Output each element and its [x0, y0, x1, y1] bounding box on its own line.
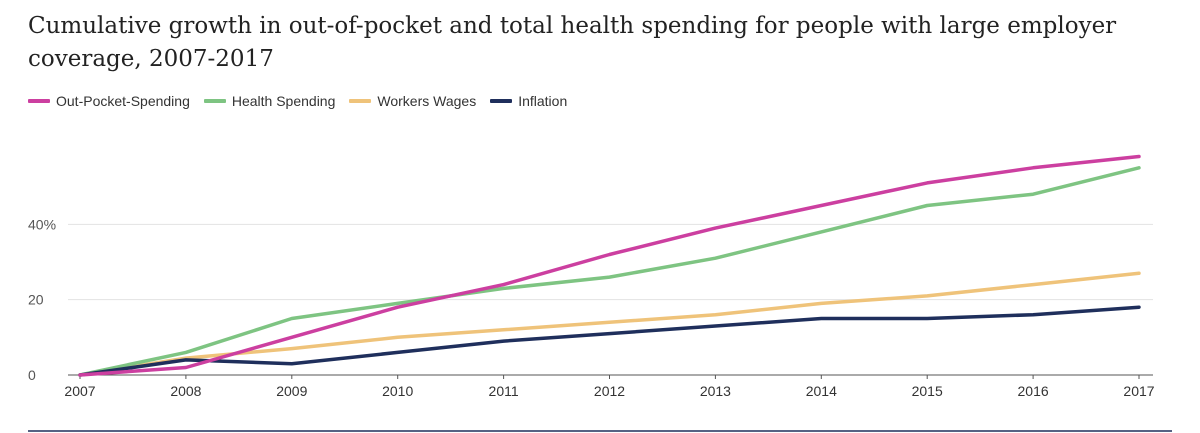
legend-label: Out-Pocket-Spending [56, 93, 190, 109]
x-tick-label: 2015 [912, 383, 943, 399]
x-tick-label: 2012 [594, 383, 625, 399]
x-tick-label: 2014 [806, 383, 837, 399]
legend-swatch [203, 99, 226, 103]
x-tick-label: 2016 [1018, 383, 1049, 399]
legend: Out-Pocket-Spending Health Spending Work… [28, 93, 581, 109]
x-tick-label: 2017 [1123, 383, 1154, 399]
legend-item-inflation[interactable]: Inflation [490, 93, 567, 109]
series-line-workers-wages [78, 271, 1141, 377]
y-tick-label: 20 [28, 292, 44, 308]
x-tick-label: 2010 [382, 383, 413, 399]
series-line-health-spending [78, 166, 1141, 377]
x-tick-label: 2008 [170, 383, 201, 399]
series-line-inflation [78, 305, 1141, 377]
x-tick-label: 2013 [700, 383, 731, 399]
x-tick-label: 2009 [276, 383, 307, 399]
x-tick-label: 2007 [64, 383, 95, 399]
legend-item-workers-wages[interactable]: Workers Wages [349, 93, 476, 109]
x-tick-label: 2011 [489, 383, 519, 399]
y-tick-label: 40% [28, 216, 56, 232]
legend-item-out-pocket-spending[interactable]: Out-Pocket-Spending [28, 93, 190, 109]
y-tick-label: 0 [28, 367, 36, 383]
legend-label: Health Spending [231, 93, 336, 109]
legend-swatch [349, 99, 372, 103]
legend-item-health-spending[interactable]: Health Spending [203, 93, 336, 109]
series-line-out-pocket-spending [78, 154, 1141, 377]
legend-label: Inflation [518, 93, 568, 109]
chart-title: Cumulative growth in out-of-pocket and t… [28, 13, 1117, 72]
legend-label: Workers Wages [377, 93, 477, 109]
legend-swatch [28, 99, 50, 103]
legend-swatch [490, 99, 513, 103]
